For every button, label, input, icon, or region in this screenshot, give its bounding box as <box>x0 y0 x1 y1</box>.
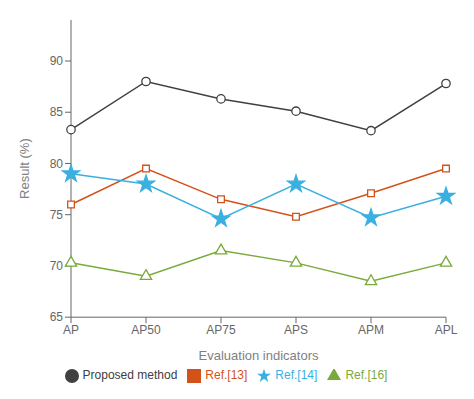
html-text:Ref.[13]: Ref.[13] <box>205 368 248 383</box>
svg-text:APM: APM <box>358 323 384 337</box>
html-text:Ref.[14]: Ref.[14] <box>275 368 318 383</box>
svg-text:85: 85 <box>50 105 64 119</box>
svg-text:AP50: AP50 <box>131 323 161 337</box>
svg-text:80: 80 <box>50 157 64 171</box>
svg-text:90: 90 <box>50 54 64 68</box>
svg-text:APL: APL <box>435 323 458 337</box>
svg-text:75: 75 <box>50 208 64 222</box>
html-text:Proposed method: Proposed method <box>82 368 178 383</box>
svg-text:Result (%): Result (%) <box>17 138 32 199</box>
svg-text:Evaluation indicators: Evaluation indicators <box>199 348 319 363</box>
svg-text:70: 70 <box>50 259 64 273</box>
svg-text:APS: APS <box>284 323 308 337</box>
html-text:Ref.[16]: Ref.[16] <box>345 368 388 383</box>
svg-text:65: 65 <box>50 310 64 324</box>
svg-text:AP75: AP75 <box>206 323 236 337</box>
svg-text:AP: AP <box>63 323 79 337</box>
